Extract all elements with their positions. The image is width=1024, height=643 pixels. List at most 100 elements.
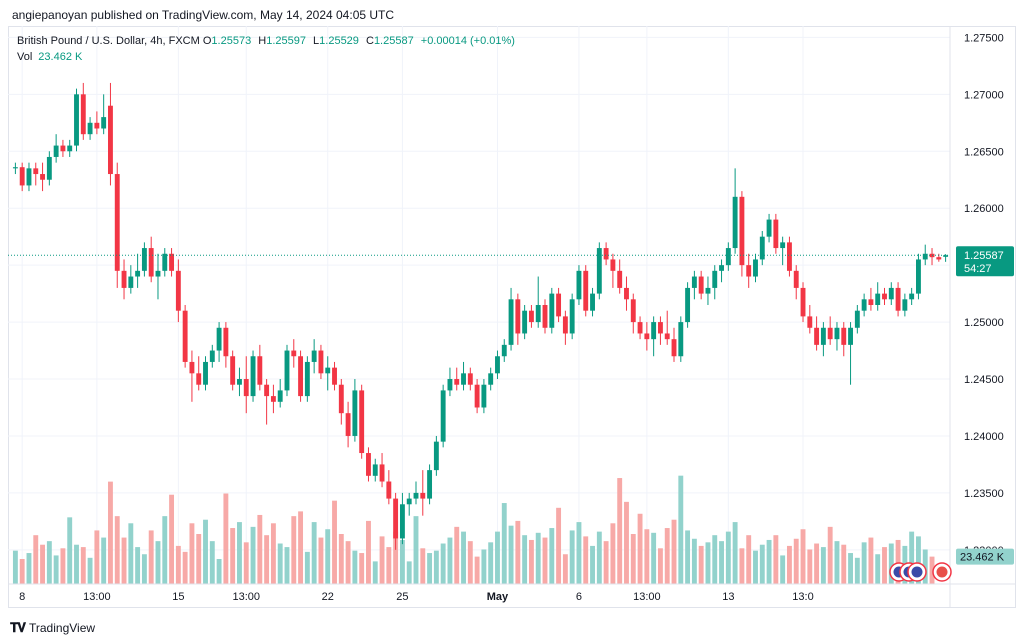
volume-bar — [590, 545, 595, 584]
volume-bar — [19, 559, 25, 584]
candle-body — [26, 168, 32, 186]
volume-bar — [243, 542, 249, 584]
candle-body — [875, 293, 881, 305]
volume-bar — [114, 516, 120, 584]
candle-body — [909, 293, 915, 300]
legend-change: +0.00014 (+0.01%) — [420, 35, 515, 47]
candle-body — [834, 327, 840, 340]
price-tick-label: 1.27500 — [964, 32, 1004, 44]
volume-bar — [318, 537, 324, 584]
volume-bar — [80, 547, 86, 584]
candle-body — [807, 316, 813, 328]
volume-bar — [868, 537, 874, 584]
candle-body — [53, 145, 59, 157]
volume-bar — [413, 516, 419, 584]
volume-bar — [596, 531, 602, 584]
volume-bar — [916, 536, 921, 584]
volume-bar — [440, 543, 446, 584]
volume-bar — [338, 534, 344, 584]
candle-body — [230, 356, 236, 385]
candle-body — [264, 384, 270, 397]
volume-bar — [671, 519, 677, 584]
legend-vol-label: Vol — [17, 51, 33, 63]
candle-body — [433, 441, 439, 471]
volume-bar — [40, 544, 45, 584]
volume-bar — [746, 535, 752, 584]
candle-body — [814, 327, 820, 345]
candle-body — [372, 464, 378, 476]
candle-body — [712, 270, 718, 288]
candle-body — [657, 322, 663, 334]
candle-body — [841, 327, 847, 345]
volume-bar — [399, 539, 405, 584]
candlestick-chart[interactable]: 1.275001.270001.265001.260001.255001.250… — [8, 26, 1016, 608]
candles — [12, 82, 949, 550]
candle-body — [630, 299, 636, 323]
candle-body — [12, 167, 18, 169]
volume-tag-label: 23.462 K — [960, 552, 1005, 564]
price-tick-label: 1.24000 — [964, 431, 1004, 443]
candle-body — [861, 299, 867, 311]
volume-bar — [264, 535, 270, 584]
brand-footer[interactable]: 𝐓𝐕 TradingView — [10, 620, 95, 636]
candle-body — [304, 361, 310, 397]
legend-high-label: H — [258, 35, 267, 47]
time-tick-label: 13:00 — [232, 591, 260, 603]
candle-body — [182, 310, 188, 362]
volume-bar — [352, 550, 358, 584]
volume-bar — [820, 547, 826, 584]
candle-body — [135, 270, 141, 277]
volume-bar — [848, 553, 853, 584]
legend-low: 1.25529 — [319, 35, 359, 47]
volume-bar — [175, 545, 181, 584]
volume-bar — [556, 507, 562, 584]
candle-body — [596, 248, 602, 294]
last-price-tag — [956, 246, 1014, 277]
volume-bar — [800, 529, 806, 584]
candle-body — [94, 122, 100, 129]
volume-bar — [739, 548, 745, 584]
volume-bar — [488, 542, 494, 584]
volume-bar — [216, 559, 222, 584]
candle-body — [678, 322, 684, 357]
volume-bar — [481, 549, 487, 584]
volume-bar — [814, 543, 820, 584]
volume-bar — [169, 494, 175, 584]
volume-bar — [108, 481, 113, 584]
volume-bar — [875, 554, 881, 584]
candle-body — [60, 145, 66, 152]
time-tick-label: 13:0 — [792, 591, 813, 603]
volume-bar — [508, 525, 514, 584]
price-tick-label: 1.25000 — [964, 317, 1004, 329]
candle-body — [698, 276, 704, 294]
candle-body — [882, 293, 887, 300]
candle-body — [820, 327, 826, 345]
volume-bar — [861, 542, 867, 584]
volume-bar — [74, 544, 79, 584]
volume-bar — [203, 519, 208, 584]
candle-body — [644, 333, 650, 340]
volume-bar — [522, 535, 528, 584]
candle-body — [576, 270, 582, 300]
candle-body — [366, 453, 371, 476]
candle-body — [624, 287, 629, 300]
volume-bar — [101, 537, 107, 584]
volume-bar — [882, 547, 887, 584]
candle-body — [766, 219, 772, 237]
candle-body — [141, 248, 147, 271]
volume-bar — [345, 541, 351, 584]
volume-bar — [644, 529, 650, 584]
flag-inner-icon — [911, 566, 923, 578]
price-axis: 1.275001.270001.265001.260001.255001.250… — [949, 26, 1004, 608]
volume-bar — [284, 547, 290, 584]
volume-bar — [223, 493, 229, 584]
volume-bar — [637, 513, 643, 584]
volume-bar — [495, 531, 500, 584]
legend-close: 1.25587 — [373, 35, 414, 47]
volume-bar — [135, 547, 141, 584]
candle-body — [155, 270, 161, 277]
candle-body — [786, 242, 792, 271]
candle-body — [359, 390, 365, 454]
volume-bar — [793, 538, 799, 584]
